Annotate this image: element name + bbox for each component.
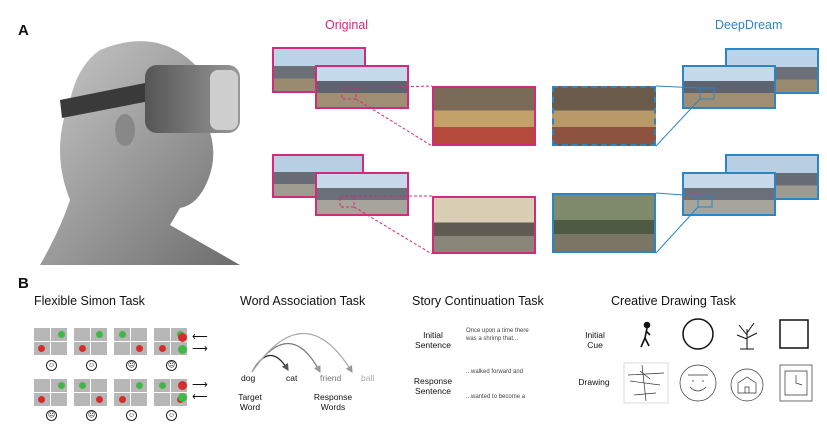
face-icon: ☺ [86,360,97,371]
face-icon: ☺ [166,410,177,421]
walking-figure-cue [640,321,651,348]
drawing-task-title: Creative Drawing Task [611,294,736,308]
original-photo-bottom-front [315,172,409,216]
tree-cue [736,322,758,350]
original-label: Original [325,18,369,32]
word-friend: friend [320,373,342,383]
response-sentence-2: ...wanted to become a [466,394,526,400]
face-icon: ☺ [126,410,137,421]
word-task-title: Word Association Task [240,294,366,308]
drawing-results [623,362,813,404]
response-sentence-1: ...walked forward and [466,369,524,375]
word-association-arrows [251,333,353,374]
face-icon: ☹ [86,410,97,421]
story-task-title: Story Continuation Task [412,294,544,308]
deepdream-photo-top-front [682,65,776,109]
word-dog: dog [241,373,256,383]
drawing-cues-and-results [623,318,813,404]
target-word-label: Target Word [238,392,262,412]
face-icon: ☹ [126,360,137,371]
deepdream-zoom-bottom [552,193,656,253]
arrow-right-icon: ⟶ [192,379,208,391]
response-words-label: Response Words [313,392,353,412]
arrow-left-icon: ⟵ [192,331,208,343]
face-icon: ☺ [46,360,57,371]
panel-a-letter: A [18,22,29,39]
deepdream-label: DeepDream [715,18,783,32]
original-photo-top-front [315,65,409,109]
drawing-label: Drawing [578,377,610,387]
deepdream-photo-bottom-front [682,172,776,216]
red-response-dot [178,333,187,342]
arrow-right-icon: ⟶ [192,343,208,355]
deepdream-zoom-top [552,86,656,146]
simon-task-title: Flexible Simon Task [34,294,145,308]
word-cat: cat [286,373,298,383]
face-icon: ☹ [166,360,177,371]
vr-headset-person-image [40,41,240,265]
original-zoom-bottom [432,196,536,254]
circle-cue [682,318,714,350]
panel-b-letter: B [18,275,29,292]
red-response-dot [178,381,187,390]
green-response-dot [178,345,187,354]
initial-sentence-text: Once upon a time there was a shrimp that… [466,328,529,342]
square-cue [779,319,809,349]
response-sentence-label: Response Sentence [413,376,453,396]
green-response-dot [178,393,187,402]
face-icon: ☹ [46,410,57,421]
initial-sentence-label: Initial Sentence [415,330,451,350]
simon-task-diagram-bottom: ☹ ☹ ☺ ☺ [34,379,194,424]
word-ball: ball [361,373,375,383]
original-zoom-top [432,86,536,146]
arrow-left-icon: ⟵ [192,391,208,403]
initial-cue-label: Initial Cue [585,330,605,350]
